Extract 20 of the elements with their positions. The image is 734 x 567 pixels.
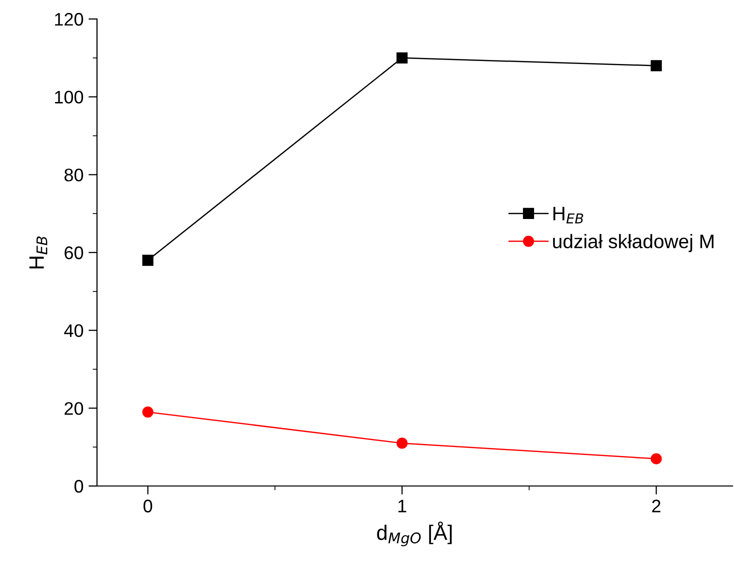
legend-label: udział składowej M: [553, 234, 714, 252]
legend-label: H$_{EB}$: [553, 206, 584, 224]
point: [396, 52, 408, 64]
point: [650, 60, 662, 72]
y-tick-label: 120: [55, 12, 84, 26]
x-tick-label: 2: [652, 500, 660, 512]
point: [142, 406, 154, 418]
x-axis-title: d$_{MgO}$ [Å]: [377, 522, 452, 546]
y-tick-label: 0: [74, 480, 84, 493]
y-tick-label: 20: [64, 402, 84, 415]
point: [396, 438, 408, 449]
y-tick-label: 80: [64, 168, 84, 182]
y-tick-label: 100: [55, 90, 84, 104]
point: [142, 254, 154, 266]
y-tick-label: 40: [64, 324, 84, 338]
point: [650, 453, 662, 464]
y-axis-title: H$_{EB}$: [29, 236, 48, 268]
y-tick-label: 60: [64, 246, 84, 260]
x-tick-label: 1: [398, 500, 406, 512]
x-tick-label: 0: [144, 500, 152, 512]
